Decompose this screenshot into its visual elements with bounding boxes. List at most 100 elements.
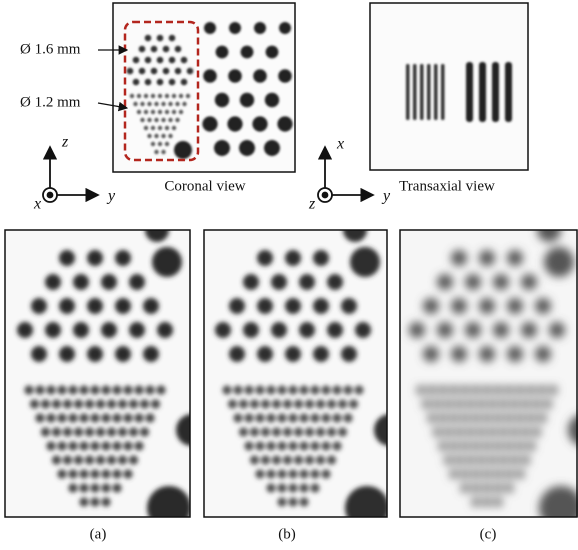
- dot: [521, 274, 537, 290]
- bar: [406, 64, 410, 120]
- dot: [521, 322, 537, 338]
- dot: [499, 455, 508, 464]
- dot: [90, 441, 99, 450]
- dot: [288, 483, 297, 492]
- dot: [504, 413, 513, 422]
- dot: [90, 469, 99, 478]
- dot: [175, 68, 182, 75]
- dot: [493, 413, 502, 422]
- dot: [59, 298, 75, 314]
- dot: [57, 413, 66, 422]
- dot: [172, 126, 176, 130]
- dot: [140, 102, 144, 106]
- dot: [255, 441, 264, 450]
- dot: [181, 79, 188, 86]
- dot: [163, 46, 170, 53]
- dot: [87, 298, 103, 314]
- dot: [310, 441, 319, 450]
- dot: [526, 413, 535, 422]
- dot: [244, 385, 253, 394]
- dot: [285, 346, 301, 362]
- dot: [327, 455, 336, 464]
- dot: [57, 469, 66, 478]
- dot: [202, 116, 217, 131]
- dot: [79, 469, 88, 478]
- dot: [129, 399, 138, 408]
- dot: [134, 413, 143, 422]
- dot: [493, 385, 502, 394]
- dot: [451, 298, 467, 314]
- dot: [179, 94, 183, 98]
- dot: [255, 413, 264, 422]
- dot: [332, 441, 341, 450]
- dot: [174, 141, 192, 159]
- dot: [79, 413, 88, 422]
- dot: [499, 427, 508, 436]
- dot: [477, 427, 486, 436]
- dot: [499, 399, 508, 408]
- dot: [460, 385, 469, 394]
- dot: [433, 427, 442, 436]
- dot: [345, 486, 389, 530]
- dot: [482, 413, 491, 422]
- dot: [250, 427, 259, 436]
- dot: [63, 427, 72, 436]
- dot: [271, 322, 287, 338]
- dot: [471, 483, 480, 492]
- dot: [257, 346, 273, 362]
- dot: [175, 118, 179, 122]
- dot: [215, 322, 231, 338]
- dot: [134, 385, 143, 394]
- dot: [216, 46, 229, 59]
- dot: [338, 427, 347, 436]
- dot: [444, 427, 453, 436]
- dot: [449, 413, 458, 422]
- dot: [35, 385, 44, 394]
- dot: [515, 385, 524, 394]
- dot: [313, 298, 329, 314]
- bar: [413, 64, 417, 120]
- dot: [283, 427, 292, 436]
- dot: [182, 102, 186, 106]
- dot: [112, 385, 121, 394]
- dot: [79, 441, 88, 450]
- dot: [321, 385, 330, 394]
- bar: [505, 62, 512, 122]
- dot: [350, 247, 380, 277]
- dot: [123, 469, 132, 478]
- dot: [87, 346, 103, 362]
- dot: [332, 413, 341, 422]
- dot: [250, 399, 259, 408]
- dot: [158, 142, 162, 146]
- dot: [493, 497, 502, 506]
- dot: [460, 441, 469, 450]
- dot: [466, 399, 475, 408]
- dot: [493, 322, 509, 338]
- dot: [543, 399, 552, 408]
- dot: [482, 497, 491, 506]
- dot: [532, 399, 541, 408]
- dot: [266, 46, 279, 59]
- caption: Coronal view: [164, 178, 245, 194]
- dot: [68, 483, 77, 492]
- dot: [175, 46, 182, 53]
- dot: [278, 69, 292, 83]
- dot: [57, 441, 66, 450]
- dot: [186, 94, 190, 98]
- dot: [158, 94, 162, 98]
- dot: [68, 385, 77, 394]
- dot: [466, 455, 475, 464]
- dot: [277, 385, 286, 394]
- dot: [285, 298, 301, 314]
- dot: [147, 102, 151, 106]
- dot: [416, 385, 425, 394]
- dot: [96, 455, 105, 464]
- dot: [161, 102, 165, 106]
- dot: [85, 455, 94, 464]
- dot: [493, 441, 502, 450]
- dot: [145, 413, 154, 422]
- dot: [215, 93, 229, 107]
- dot: [479, 298, 495, 314]
- dot: [112, 441, 121, 450]
- dot: [510, 427, 519, 436]
